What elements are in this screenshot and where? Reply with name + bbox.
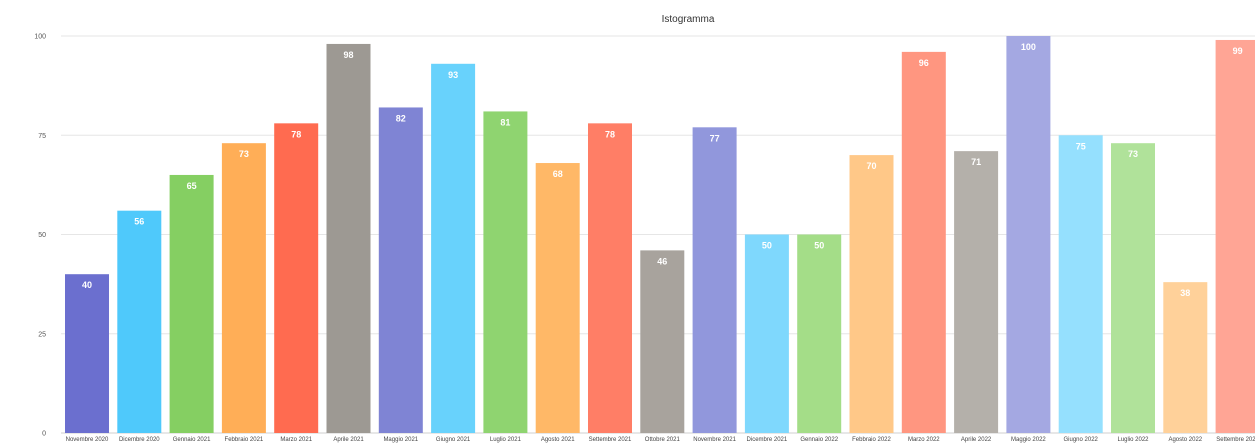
y-tick-label: 100 (34, 34, 46, 41)
x-tick-label: Agosto 2021 (541, 437, 575, 443)
bar (431, 63, 476, 433)
x-axis-ticks: Novembre 2020 Dicembre 2020 Gennaio 2021 Fe… (66, 437, 1255, 443)
data-label: 99 (1233, 46, 1243, 56)
data-label: 50 (814, 241, 824, 251)
x-tick-label: Marzo 2022 (908, 437, 940, 443)
bar (901, 51, 946, 433)
data-label: 81 (500, 117, 510, 127)
data-label: 38 (1180, 288, 1190, 298)
y-tick-label: 0 (42, 431, 46, 438)
data-label: 77 (710, 133, 720, 143)
x-tick-label: Novembre 2021 (693, 437, 736, 443)
data-label: 78 (605, 129, 615, 139)
bar (954, 151, 999, 433)
bar (326, 43, 371, 433)
bar (849, 155, 894, 433)
bar (1215, 39, 1255, 433)
data-label: 40 (82, 280, 92, 290)
bar (588, 123, 632, 433)
data-label: 46 (657, 256, 667, 266)
bar (117, 210, 162, 433)
bar (169, 174, 214, 433)
data-label: 93 (448, 70, 458, 80)
data-label: 78 (291, 129, 301, 139)
x-tick-label: Dicembre 2021 (747, 437, 788, 443)
x-tick-label: Dicembre 2020 (119, 437, 160, 443)
data-label: 50 (762, 241, 772, 251)
x-tick-label: Giugno 2022 (1064, 437, 1099, 443)
x-tick-label: Aprile 2022 (961, 437, 992, 443)
chart-title: Istogramma (662, 14, 715, 25)
bars (65, 36, 1255, 434)
data-label: 71 (971, 157, 981, 167)
bar (1163, 282, 1208, 433)
data-label: 100 (1021, 42, 1036, 52)
y-tick-label: 25 (38, 331, 46, 338)
x-tick-label: Luglio 2021 (490, 437, 522, 443)
bar (797, 234, 842, 433)
data-label: 73 (239, 149, 249, 159)
bar (378, 107, 423, 434)
x-tick-label: Settembre 2021 (589, 437, 632, 443)
x-tick-label: Marzo 2021 (280, 437, 312, 443)
x-tick-label: Gennaio 2022 (800, 437, 838, 443)
data-label: 68 (553, 169, 563, 179)
data-labels: 40 56 65 73 78 98 82 93 81 68 78 46 77 50 50 70 96 71 100 7… (82, 42, 1243, 298)
data-label: 96 (919, 58, 929, 68)
x-tick-label: Luglio 2022 (1117, 437, 1149, 443)
x-tick-label: Novembre 2020 (66, 437, 109, 443)
bar (692, 127, 737, 433)
bar (1006, 36, 1051, 433)
data-label: 73 (1128, 149, 1138, 159)
x-tick-label: Gennaio 2021 (173, 437, 211, 443)
data-label: 82 (396, 113, 406, 123)
x-tick-label: Ottobre 2021 (645, 437, 681, 443)
y-tick-label: 75 (38, 133, 46, 140)
bar (483, 111, 528, 434)
bar (1058, 135, 1103, 433)
data-label: 65 (187, 181, 197, 191)
bar (535, 163, 580, 434)
data-label: 56 (134, 217, 144, 227)
bar (744, 234, 789, 433)
y-axis-ticks: 0 25 50 75 100 (34, 34, 46, 438)
x-tick-label: Agosto 2022 (1168, 437, 1202, 443)
x-tick-label: Aprile 2021 (333, 437, 364, 443)
data-label: 75 (1076, 141, 1086, 151)
x-tick-label: Maggio 2022 (1011, 437, 1046, 443)
y-tick-label: 50 (38, 232, 46, 239)
x-tick-label: Giugno 2021 (436, 437, 471, 443)
bar (274, 123, 319, 433)
bar (640, 250, 685, 433)
bar (65, 274, 109, 433)
x-tick-label: Febbraio 2021 (225, 437, 264, 443)
bar (221, 143, 266, 433)
bar (1111, 143, 1155, 433)
x-tick-label: Febbraio 2022 (852, 437, 891, 443)
x-tick-label: Settembre 2022 (1216, 437, 1255, 443)
data-label: 98 (343, 50, 353, 60)
data-label: 70 (866, 161, 876, 171)
x-tick-label: Maggio 2021 (383, 437, 418, 443)
